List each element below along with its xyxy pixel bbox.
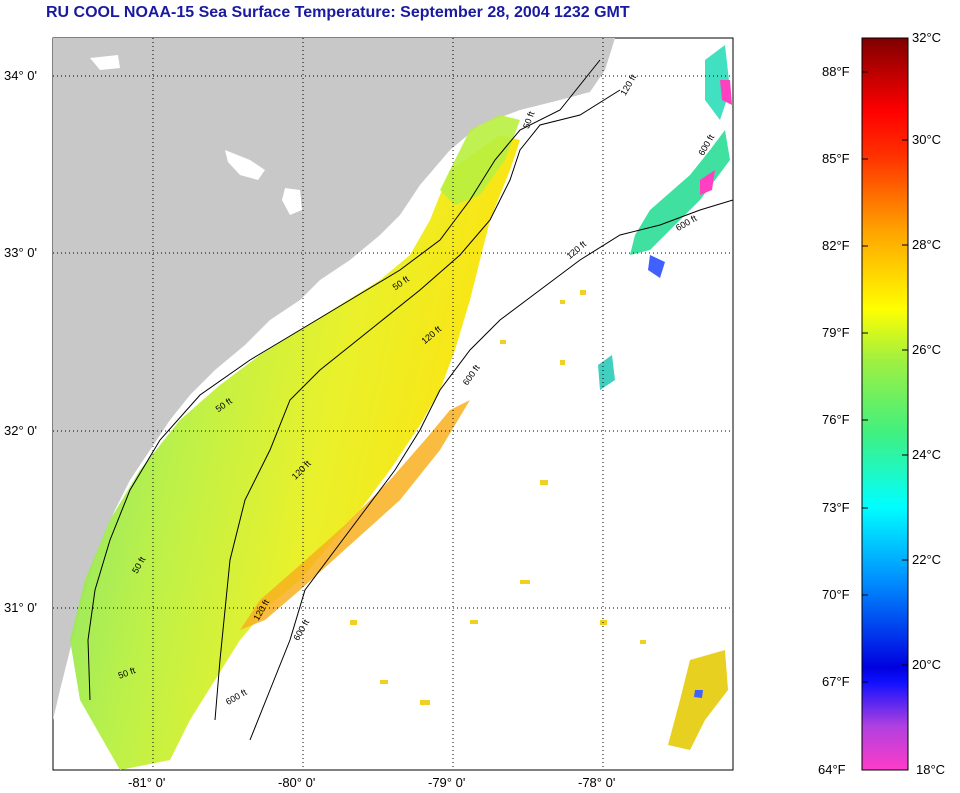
colorbar-f-label: 79°F [822, 325, 850, 340]
colorbar [861, 37, 909, 771]
colorbar-c-label: 32°C [912, 30, 942, 45]
inland-water [90, 55, 120, 70]
colorbar-c-label: 28°C [912, 237, 942, 252]
colorbar-f-label: 73°F [822, 500, 850, 515]
lat-label-33: 33° 0' [4, 245, 37, 260]
inland-water [225, 150, 265, 180]
lon-label-79: -79° 0' [428, 775, 466, 790]
inland-water [282, 188, 302, 215]
colorbar-c-label: 30°C [912, 132, 942, 147]
lat-label-32: 32° 0' [4, 423, 37, 438]
map-title: RU COOL NOAA-15 Sea Surface Temperature:… [46, 4, 630, 21]
colorbar-c-label: 24°C [912, 447, 942, 462]
gulf-stream-patch [668, 650, 728, 750]
colorbar-c-label: 26°C [912, 342, 942, 357]
gulf-stream-patch [694, 690, 703, 698]
lat-label-31: 31° 0' [4, 600, 37, 615]
colorbar-ticks [862, 37, 908, 683]
gulf-stream-patch [720, 80, 732, 105]
colorbar-f-label: 82°F [822, 238, 850, 253]
colorbar-f-label: 67°F [822, 674, 850, 689]
lon-label-80: -80° 0' [278, 775, 316, 790]
gulf-stream-patch [700, 170, 715, 195]
colorbar-f-label: 88°F [822, 64, 850, 79]
map-grid [53, 38, 733, 770]
colorbar-f-label: 64°F [818, 762, 846, 777]
colorbar-c-label: 20°C [912, 657, 942, 672]
colorbar-f-label: 76°F [822, 412, 850, 427]
gulf-stream-patch [598, 355, 615, 390]
gulf-stream-patch [648, 255, 665, 278]
gulf-stream-patch [705, 45, 730, 120]
sst-swath [70, 135, 520, 770]
lon-label-81: -81° 0' [128, 775, 166, 790]
depth-contours [87, 59, 733, 741]
lat-label-34: 34° 0' [4, 68, 37, 83]
colorbar-c-label: 22°C [912, 552, 942, 567]
gulf-stream-patch [630, 130, 730, 255]
colorbar-f-label: 70°F [822, 587, 850, 602]
colorbar-c-label: 18°C [916, 762, 946, 777]
colorbar-f-label: 85°F [822, 151, 850, 166]
land-mass [53, 38, 615, 720]
sst-patch-north [440, 115, 520, 205]
warm-band [240, 400, 470, 630]
lon-label-78: -78° 0' [578, 775, 616, 790]
